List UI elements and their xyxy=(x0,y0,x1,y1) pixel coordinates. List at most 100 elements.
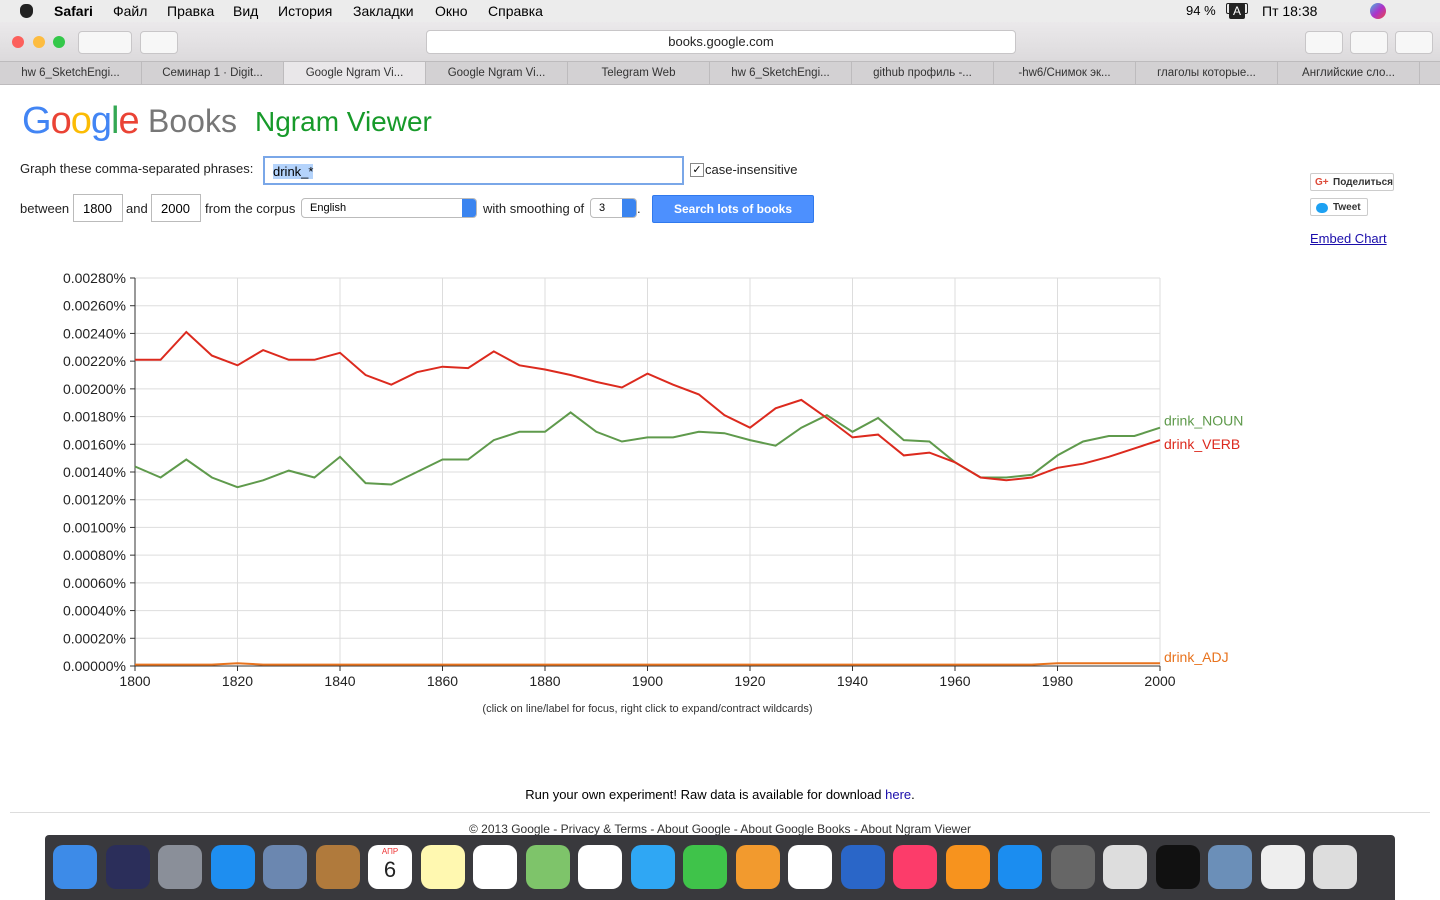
x-tick-label: 1820 xyxy=(222,673,253,689)
dock-icon[interactable] xyxy=(1103,845,1147,889)
clock[interactable]: Пт 18:38 xyxy=(1262,3,1318,19)
case-checkbox[interactable]: ✓ xyxy=(690,163,704,177)
dock: АПР 6 xyxy=(45,835,1395,900)
dock-icon[interactable] xyxy=(473,845,517,889)
footer: © 2013 Google - Privacy & Terms - About … xyxy=(469,822,971,836)
back-forward[interactable] xyxy=(78,31,132,54)
x-tick-label: 1920 xyxy=(734,673,765,689)
tab[interactable]: -hw6/Снимок эк... xyxy=(994,62,1136,84)
dock-icon[interactable] xyxy=(788,845,832,889)
start-year-input[interactable]: 1800 xyxy=(73,194,123,222)
tab[interactable]: глаголы которые... xyxy=(1136,62,1278,84)
menu-item[interactable]: Файл xyxy=(113,3,148,19)
embed-link[interactable]: Embed Chart xyxy=(1310,231,1387,246)
tab[interactable]: Google Ngram Vi... xyxy=(426,62,568,84)
dock-icon[interactable] xyxy=(735,845,780,889)
x-tick-label: 1960 xyxy=(939,673,970,689)
here-link[interactable]: here xyxy=(885,787,912,802)
x-tick-label: 1800 xyxy=(119,673,150,689)
series-line xyxy=(135,662,1160,666)
tab[interactable]: github профиль -... xyxy=(852,62,994,84)
dock-icon[interactable] xyxy=(1208,845,1252,889)
close-button[interactable] xyxy=(12,36,24,48)
tab[interactable]: hw 6_SketchEngi... xyxy=(0,62,142,84)
calendar-month: АПР xyxy=(381,847,399,856)
dock-icon[interactable] xyxy=(840,845,885,889)
menu-item[interactable]: Закладки xyxy=(353,3,414,19)
dock-icon[interactable] xyxy=(945,845,990,889)
series-label[interactable]: drink_ADJ xyxy=(1164,649,1229,665)
menu-item[interactable]: Вид xyxy=(233,3,259,19)
tweet-button[interactable]: Tweet xyxy=(1310,198,1368,216)
search-button[interactable]: Search lots of books xyxy=(652,195,814,223)
tabs-button[interactable] xyxy=(1395,31,1433,54)
apple-logo[interactable] xyxy=(20,4,33,18)
dock-icon[interactable] xyxy=(630,845,675,889)
phrases-value: drink_* xyxy=(273,164,314,179)
tab[interactable]: Семинар 1 · Digit... xyxy=(142,62,284,84)
zoom-button[interactable] xyxy=(53,36,65,48)
between-label: between xyxy=(20,201,70,216)
minimize-button[interactable] xyxy=(33,36,45,48)
dock-icon[interactable] xyxy=(1313,845,1357,889)
series-label[interactable]: drink_VERB xyxy=(1164,436,1240,452)
dock-icon[interactable] xyxy=(210,845,255,889)
dock-icon[interactable] xyxy=(1260,845,1305,889)
tab[interactable]: Google Ngram Vi... xyxy=(284,62,426,84)
chart-hint: (click on line/label for focus, right cl… xyxy=(482,703,812,715)
y-tick-label: 0.00140% xyxy=(63,464,126,480)
downloads-button[interactable] xyxy=(1305,31,1343,54)
end-year: 2000 xyxy=(161,201,190,216)
y-tick-label: 0.00200% xyxy=(63,381,126,397)
series-label[interactable]: drink_NOUN xyxy=(1164,413,1243,429)
tab[interactable]: hw 6_SketchEngi... xyxy=(710,62,852,84)
dock-icon[interactable] xyxy=(53,845,97,889)
dock-icon[interactable] xyxy=(420,845,465,889)
chart: 0.00000% 0.00020% 0.00040% 0.00060% 0.00080%… xyxy=(63,270,1243,715)
share-label: Поделиться xyxy=(1333,177,1394,188)
dock-icon[interactable] xyxy=(998,845,1042,889)
dock-icon[interactable] xyxy=(105,845,150,889)
and-label: and xyxy=(126,201,148,216)
dock-icon[interactable]: АПР 6 xyxy=(368,845,412,889)
x-tick-label: 1980 xyxy=(1042,673,1073,689)
x-tick-label: 2000 xyxy=(1144,673,1175,689)
dock-icon[interactable] xyxy=(315,845,360,889)
tab[interactable]: Английские сло... xyxy=(1278,62,1420,84)
siri[interactable] xyxy=(1370,3,1386,19)
share-button[interactable] xyxy=(1350,31,1388,54)
menu-item[interactable]: Окно xyxy=(435,3,468,19)
corpus-label: from the corpus xyxy=(205,201,296,216)
dock-icon[interactable] xyxy=(893,845,937,889)
app-menu[interactable]: Safari xyxy=(54,3,93,19)
footer-rule xyxy=(10,812,1430,813)
dock-icon[interactable] xyxy=(1050,845,1095,889)
end-year-input[interactable]: 2000 xyxy=(151,194,201,222)
address-bar[interactable]: books.google.com xyxy=(426,30,1016,54)
y-tick-label: 0.00060% xyxy=(63,575,126,591)
y-tick-label: 0.00120% xyxy=(63,492,126,508)
smoothing-select[interactable]: 3 xyxy=(590,198,637,218)
menu-item[interactable]: История xyxy=(278,3,333,19)
dock-icon[interactable] xyxy=(158,845,202,889)
dock-icon[interactable] xyxy=(1155,845,1200,889)
tab[interactable]: Telegram Web xyxy=(568,62,710,84)
battery[interactable]: 94 % xyxy=(1186,3,1216,18)
period: . xyxy=(637,201,641,216)
sidebar-button[interactable] xyxy=(140,31,178,54)
y-tick-label: 0.00280% xyxy=(63,270,126,286)
x-tick-label: 1880 xyxy=(529,673,560,689)
menu-item[interactable]: Правка xyxy=(167,3,215,19)
phrases-input[interactable]: drink_* xyxy=(263,156,684,185)
corpus-select[interactable]: English xyxy=(301,198,477,218)
dock-icon[interactable] xyxy=(263,845,307,889)
x-tick-label: 1900 xyxy=(632,673,663,689)
dock-icon[interactable] xyxy=(578,845,622,889)
input-source[interactable]: A xyxy=(1229,3,1245,19)
dock-icon[interactable] xyxy=(525,845,570,889)
share-button[interactable]: Поделиться G+ xyxy=(1310,173,1394,191)
menu-item[interactable]: Справка xyxy=(488,3,543,19)
dock-icon[interactable] xyxy=(683,845,727,889)
